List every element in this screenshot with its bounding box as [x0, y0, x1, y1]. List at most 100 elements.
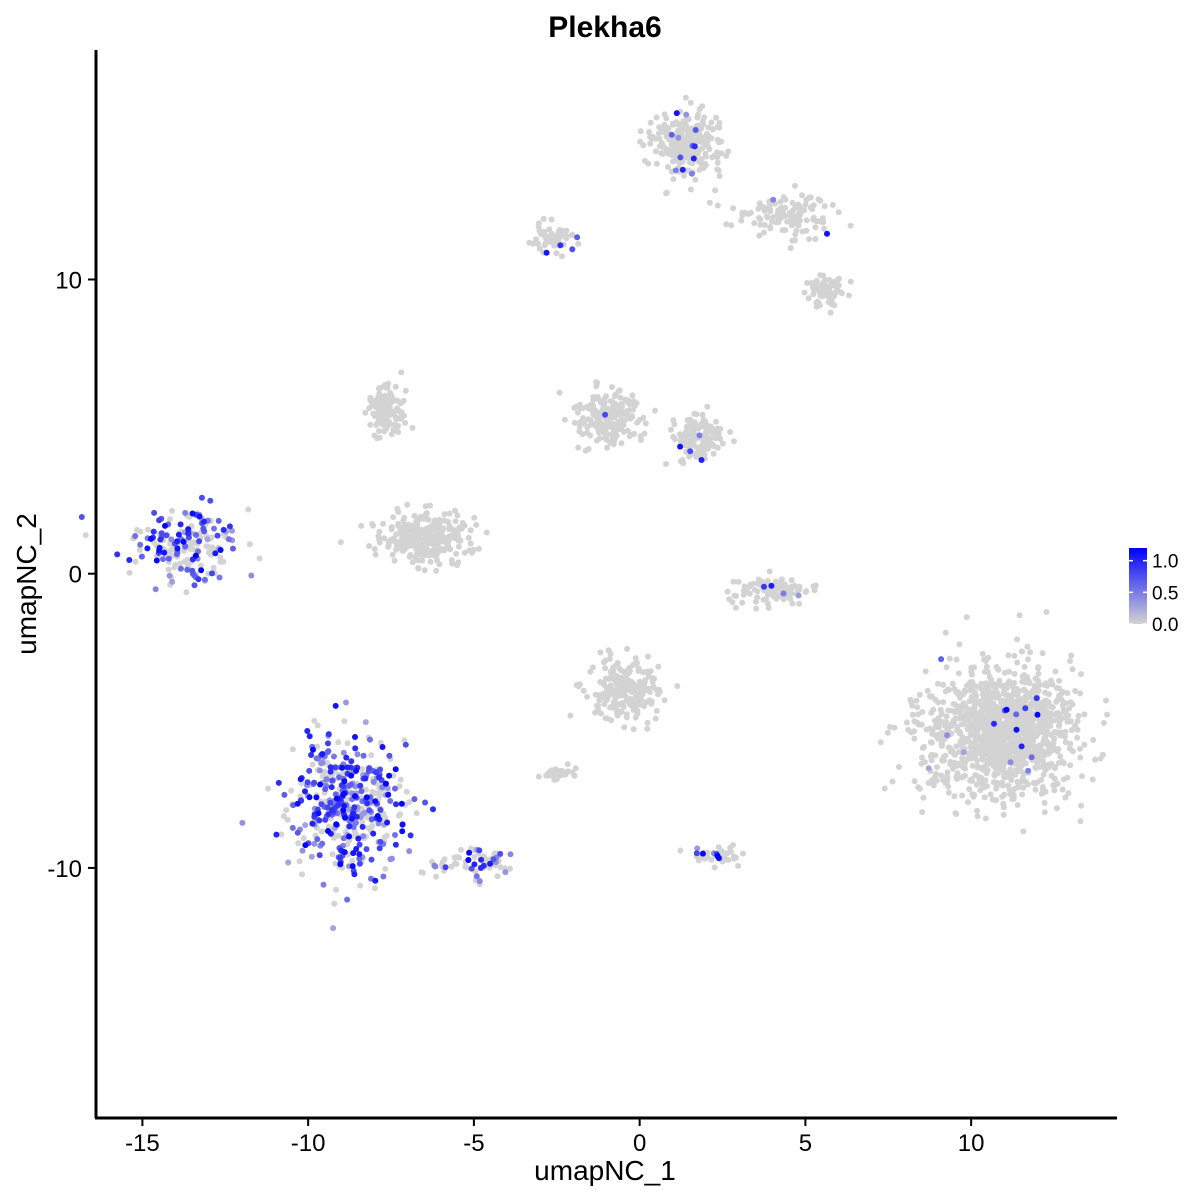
cell-point — [780, 596, 787, 603]
cell-point — [991, 681, 998, 688]
cell-point — [392, 841, 399, 848]
cell-point — [214, 532, 221, 539]
cell-point — [768, 582, 775, 589]
cell-point — [393, 538, 400, 545]
cell-point — [969, 762, 976, 769]
cell-point — [990, 747, 997, 754]
cell-point — [321, 768, 328, 775]
cell-point — [1081, 711, 1088, 718]
cell-point — [552, 775, 559, 782]
cell-point — [448, 863, 455, 870]
cell-point — [1020, 784, 1027, 791]
cell-point — [714, 136, 721, 143]
cell-point — [447, 525, 454, 531]
cell-point — [695, 448, 702, 454]
cell-point — [835, 282, 842, 289]
cell-point — [354, 751, 361, 758]
cell-point — [1001, 791, 1008, 798]
cell-point — [1100, 720, 1107, 726]
cell-point — [534, 240, 541, 247]
cell-point — [821, 225, 827, 232]
cell-point — [561, 416, 568, 423]
cell-point — [755, 205, 762, 212]
cell-point — [273, 831, 280, 838]
cell-point — [1097, 755, 1104, 762]
cell-point — [580, 415, 587, 422]
cell-point — [805, 295, 812, 302]
cell-point — [711, 864, 718, 871]
cell-point — [699, 850, 706, 857]
cell-point — [306, 733, 313, 740]
cell-point — [698, 155, 705, 162]
cell-point — [616, 692, 623, 699]
cell-point — [349, 810, 356, 817]
cell-point — [604, 431, 611, 438]
colorbar-tick-label: 1.0 — [1152, 552, 1178, 573]
cell-point — [1035, 670, 1042, 677]
cell-point — [431, 539, 438, 546]
cell-point — [813, 218, 820, 225]
cell-point — [571, 419, 578, 426]
cell-point — [559, 253, 565, 260]
cell-point — [341, 778, 348, 785]
cell-point — [1003, 681, 1010, 688]
cell-point — [836, 275, 843, 282]
cell-point — [1042, 720, 1048, 726]
cell-point — [996, 759, 1003, 766]
cell-point — [993, 783, 1000, 790]
cell-point — [714, 159, 721, 166]
cell-point — [699, 411, 706, 418]
cell-point — [630, 707, 637, 713]
cell-point — [362, 719, 369, 726]
cell-point — [695, 111, 701, 118]
cell-point — [626, 696, 633, 703]
cell-point — [451, 854, 458, 861]
cell-point — [294, 800, 301, 807]
cell-point — [934, 764, 940, 771]
cell-point — [433, 873, 440, 880]
cell-point — [174, 545, 181, 552]
cell-point — [407, 832, 414, 839]
cell-point — [351, 804, 358, 811]
cell-point — [746, 590, 753, 597]
cell-point — [993, 766, 1000, 773]
cell-point — [710, 450, 717, 457]
cell-point — [585, 446, 592, 452]
cell-point — [245, 506, 252, 513]
cell-point — [652, 715, 659, 722]
cell-point — [1018, 743, 1025, 750]
cell-point — [995, 738, 1002, 745]
cell-point — [187, 543, 194, 550]
cell-point — [826, 294, 833, 301]
cell-point — [962, 772, 968, 779]
cell-point — [1039, 763, 1046, 770]
cell-point — [730, 578, 737, 585]
cell-point — [895, 763, 902, 770]
cell-point — [691, 143, 698, 150]
cell-point — [1053, 684, 1060, 691]
cell-point — [996, 677, 1003, 684]
cell-point — [1035, 665, 1041, 672]
cell-point — [979, 650, 986, 657]
cell-point — [421, 527, 428, 534]
cell-point — [597, 649, 604, 656]
cell-point — [392, 383, 399, 390]
cell-point — [1024, 781, 1031, 788]
cell-point — [349, 857, 356, 864]
cell-point — [132, 533, 139, 539]
cell-point — [409, 559, 416, 566]
cell-point — [538, 231, 544, 238]
cell-point — [881, 785, 888, 792]
cell-point — [1041, 799, 1048, 806]
cell-point — [782, 196, 789, 203]
cell-point — [670, 433, 677, 440]
cell-point — [778, 576, 785, 583]
cell-point — [702, 150, 709, 157]
cell-point — [944, 773, 950, 780]
cell-point — [967, 679, 974, 686]
cell-point — [1016, 696, 1023, 703]
x-tick-label: -10 — [291, 1130, 326, 1157]
cell-point — [337, 539, 344, 546]
cell-point — [453, 861, 460, 867]
cell-point — [930, 706, 937, 713]
